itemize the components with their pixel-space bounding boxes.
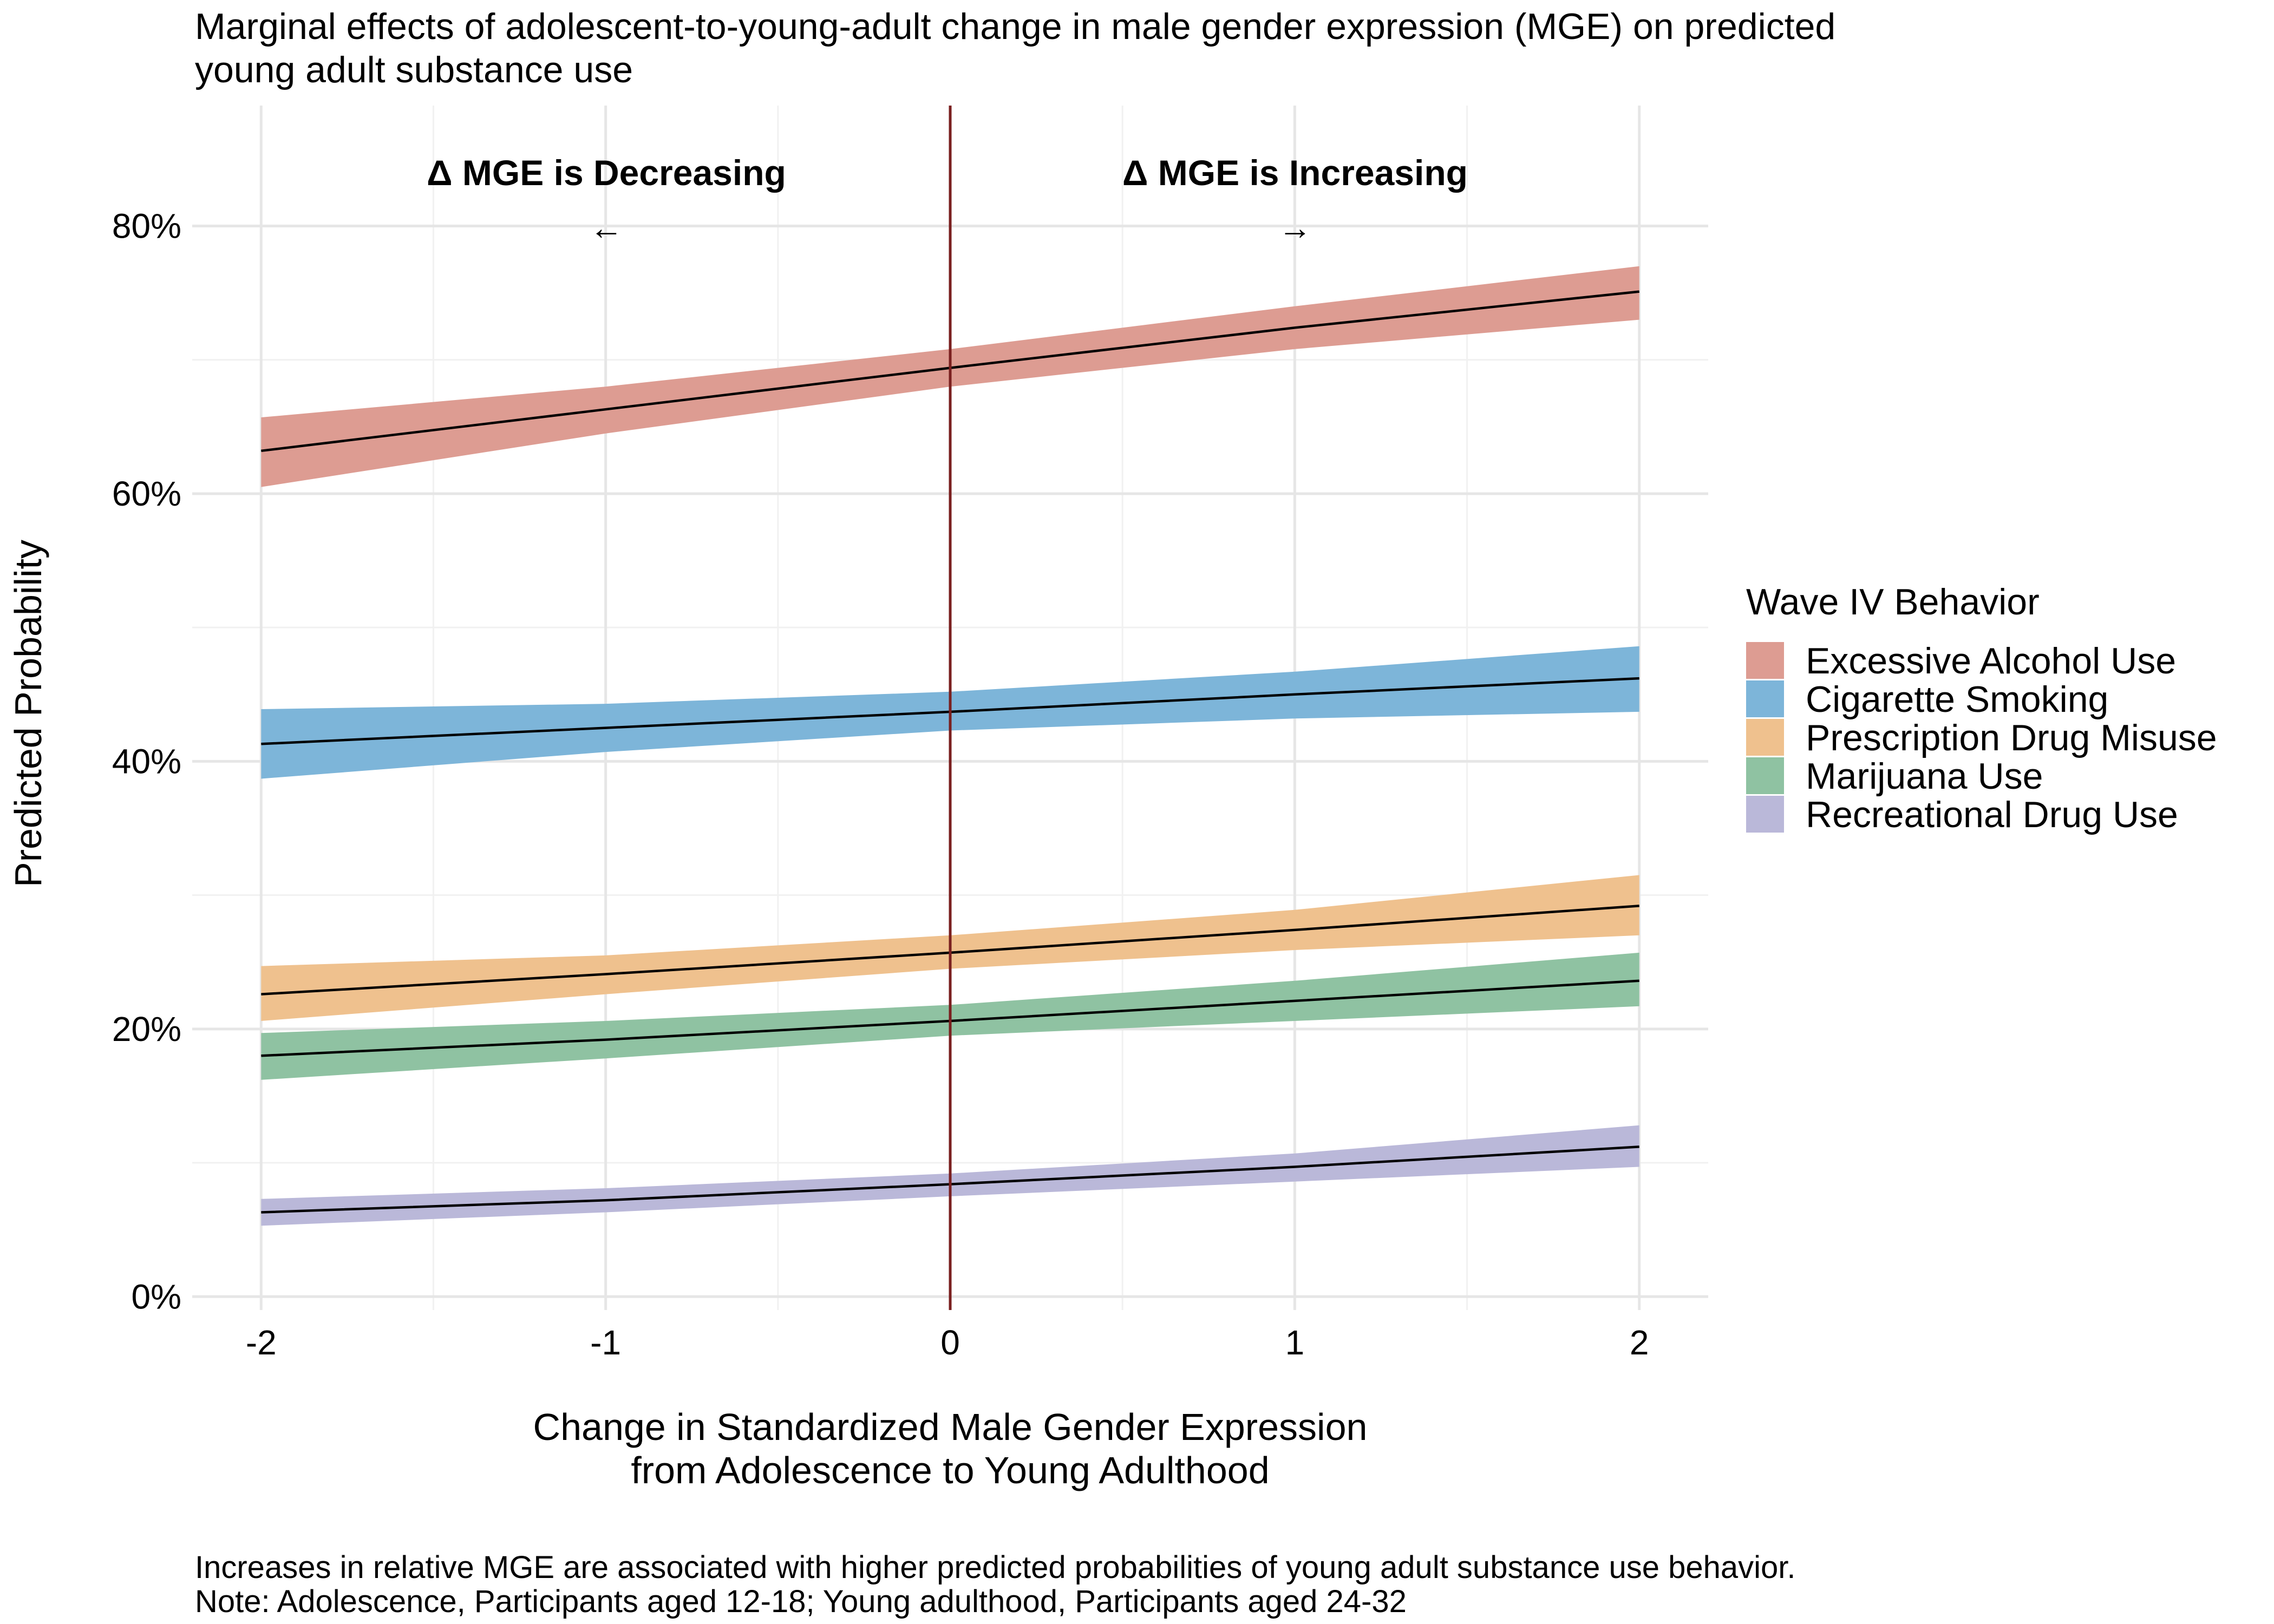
x-axis-title-line-2: from Adolescence to Young Adulthood bbox=[631, 1449, 1269, 1491]
y-tick-label: 80% bbox=[112, 207, 181, 246]
decreasing-annotation: Δ MGE is Decreasing bbox=[427, 153, 786, 193]
x-tick-label: 1 bbox=[1285, 1323, 1305, 1362]
y-tick-label: 20% bbox=[112, 1010, 181, 1049]
x-axis-title-line-1: Change in Standardized Male Gender Expre… bbox=[533, 1406, 1368, 1448]
chart-title-line-1: Marginal effects of adolescent-to-young-… bbox=[195, 6, 1835, 47]
legend-label-recreational-drug-use: Recreational Drug Use bbox=[1806, 794, 2178, 835]
y-axis-title: Predicted Probability bbox=[7, 540, 49, 887]
y-tick-label: 0% bbox=[132, 1277, 182, 1316]
legend-label-marijuana-use: Marijuana Use bbox=[1806, 756, 2043, 797]
x-tick-label: 0 bbox=[940, 1323, 960, 1362]
legend-label-cigarette-smoking: Cigarette Smoking bbox=[1806, 679, 2108, 720]
legend-swatch-cigarette-smoking bbox=[1746, 680, 1784, 717]
y-tick-label: 60% bbox=[112, 474, 181, 513]
legend-label-prescription-drug-misuse: Prescription Drug Misuse bbox=[1806, 717, 2217, 758]
y-tick-label: 40% bbox=[112, 742, 181, 781]
increasing-annotation: Δ MGE is Increasing bbox=[1122, 153, 1468, 193]
legend-swatch-marijuana-use bbox=[1746, 757, 1784, 794]
x-tick-label: 2 bbox=[1630, 1323, 1649, 1362]
x-axis-ticks: -2 -1 0 1 2 bbox=[246, 1323, 1649, 1362]
caption-line-1: Increases in relative MGE are associated… bbox=[195, 1550, 1795, 1585]
legend-label-excessive-alcohol-use: Excessive Alcohol Use bbox=[1806, 640, 2176, 682]
chart-title-line-2: young adult substance use bbox=[195, 49, 633, 90]
legend: Wave IV Behavior Excessive Alcohol UseCi… bbox=[1746, 581, 2217, 835]
legend-swatch-excessive-alcohol-use bbox=[1746, 642, 1784, 679]
x-tick-label: -2 bbox=[246, 1323, 277, 1362]
right-arrow-annotation: → bbox=[1278, 209, 1312, 247]
y-axis-ticks: 0% 20% 40% 60% 80% bbox=[112, 207, 181, 1317]
caption-line-2: Note: Adolescence, Participants aged 12-… bbox=[195, 1584, 1407, 1619]
legend-swatch-recreational-drug-use bbox=[1746, 796, 1784, 833]
legend-swatch-prescription-drug-misuse bbox=[1746, 719, 1784, 756]
legend-title: Wave IV Behavior bbox=[1746, 581, 2040, 623]
left-arrow-annotation: ← bbox=[590, 209, 623, 247]
x-tick-label: -1 bbox=[590, 1323, 621, 1362]
